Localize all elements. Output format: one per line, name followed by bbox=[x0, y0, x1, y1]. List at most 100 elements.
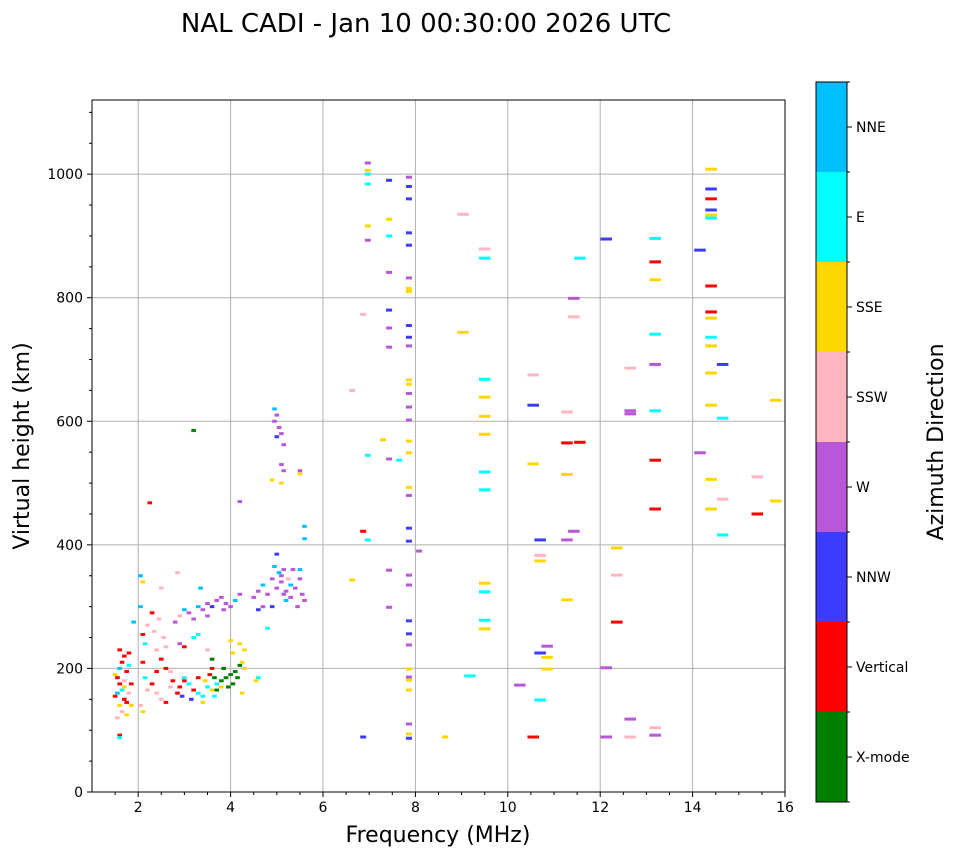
data-point-vertical bbox=[119, 660, 125, 664]
data-point-e bbox=[191, 636, 196, 640]
data-point-w bbox=[600, 735, 612, 739]
data-point-nnw bbox=[405, 324, 412, 328]
data-point-sse bbox=[478, 395, 491, 399]
data-point-vertical bbox=[126, 651, 132, 655]
data-point-ssw bbox=[119, 710, 125, 714]
data-point-sse bbox=[405, 688, 412, 692]
colorbar-swatch-ssw bbox=[816, 352, 847, 442]
data-point-vertical bbox=[182, 645, 187, 649]
data-point-ssw bbox=[457, 212, 469, 216]
data-point-ssw bbox=[205, 648, 210, 652]
data-point-nne bbox=[115, 691, 120, 695]
data-point-vertical bbox=[195, 676, 201, 680]
data-point-sse bbox=[209, 688, 215, 692]
data-point-nne bbox=[302, 537, 307, 541]
data-point-sse bbox=[269, 478, 275, 482]
data-point-sse bbox=[349, 578, 356, 582]
y-tick-label: 200 bbox=[56, 661, 83, 677]
data-point-vertical bbox=[649, 507, 661, 511]
data-point-sse bbox=[239, 660, 245, 664]
data-point-sse bbox=[478, 627, 491, 631]
data-point-nnw bbox=[179, 694, 185, 698]
data-point-ssw bbox=[534, 553, 546, 557]
data-point-nne bbox=[138, 574, 143, 578]
data-point-sse bbox=[561, 598, 573, 602]
data-point-ssw bbox=[649, 726, 661, 730]
data-point-ssw bbox=[138, 704, 143, 707]
data-point-vertical bbox=[124, 670, 129, 674]
data-point-w bbox=[302, 598, 307, 602]
data-point-nne bbox=[297, 568, 303, 572]
data-point-e bbox=[478, 377, 491, 381]
data-point-e bbox=[142, 642, 148, 646]
data-point-e bbox=[186, 682, 192, 686]
data-point-w bbox=[228, 605, 233, 609]
data-point-vertical bbox=[177, 685, 183, 689]
data-point-w bbox=[281, 568, 287, 572]
data-point-nne bbox=[272, 407, 277, 411]
data-point-w bbox=[405, 675, 412, 679]
y-tick-label: 0 bbox=[74, 785, 83, 801]
x-tick-label: 2 bbox=[134, 800, 143, 816]
data-point-ssw bbox=[168, 685, 173, 689]
data-point-sse bbox=[534, 559, 546, 563]
data-point-w bbox=[265, 592, 270, 596]
data-point-w bbox=[386, 345, 393, 349]
data-point-w bbox=[561, 538, 573, 542]
data-point-w bbox=[405, 405, 412, 409]
data-point-sse bbox=[405, 290, 412, 294]
data-point-sse bbox=[128, 704, 134, 707]
data-point-sse bbox=[527, 462, 539, 466]
y-tick-label: 800 bbox=[56, 291, 83, 307]
data-point-w bbox=[281, 443, 287, 447]
data-point-w bbox=[191, 617, 196, 621]
data-point-e bbox=[195, 632, 201, 636]
data-point-x-mode bbox=[230, 682, 236, 686]
data-point-w bbox=[600, 666, 612, 670]
data-point-vertical bbox=[122, 654, 127, 658]
data-point-vertical bbox=[751, 512, 764, 516]
data-point-ssw bbox=[716, 497, 729, 501]
data-point-sse bbox=[441, 735, 448, 739]
data-point-vertical bbox=[191, 688, 196, 692]
data-point-ssw bbox=[527, 373, 539, 377]
data-point-w bbox=[279, 574, 284, 578]
data-point-nne bbox=[272, 564, 277, 568]
data-point-vertical bbox=[207, 673, 213, 677]
colorbar-frame bbox=[815, 81, 848, 803]
data-point-e bbox=[478, 618, 491, 622]
data-point-ssw bbox=[349, 388, 356, 392]
data-point-w bbox=[405, 391, 412, 395]
data-point-w bbox=[364, 161, 371, 165]
data-point-x-mode bbox=[214, 688, 220, 692]
data-point-sse bbox=[405, 382, 412, 386]
data-point-sse bbox=[405, 667, 412, 671]
data-point-w bbox=[386, 270, 393, 274]
data-point-nnw bbox=[405, 632, 412, 636]
data-point-e bbox=[464, 674, 476, 678]
data-point-sse bbox=[405, 439, 412, 443]
data-point-nnw bbox=[405, 736, 412, 740]
data-point-w bbox=[405, 722, 412, 726]
data-point-w bbox=[281, 592, 287, 596]
data-point-e bbox=[200, 694, 206, 698]
data-point-w bbox=[386, 326, 393, 330]
data-point-sse bbox=[239, 691, 245, 695]
data-point-w bbox=[416, 549, 423, 553]
data-point-e bbox=[478, 470, 491, 474]
data-point-nnw bbox=[694, 248, 706, 252]
data-point-sse bbox=[242, 666, 247, 670]
data-point-ssw bbox=[168, 670, 173, 674]
data-point-w bbox=[205, 602, 210, 606]
y-tick-label: 600 bbox=[56, 414, 83, 430]
data-point-w bbox=[279, 432, 284, 436]
data-point-sse bbox=[705, 507, 717, 511]
x-tick-label: 10 bbox=[499, 800, 517, 816]
data-point-sse bbox=[705, 344, 717, 348]
data-point-x-mode bbox=[237, 663, 243, 667]
data-point-w bbox=[237, 592, 243, 596]
data-point-vertical bbox=[140, 660, 146, 664]
data-point-sse bbox=[279, 481, 284, 485]
data-point-nne bbox=[182, 608, 187, 612]
colorbar: X-mode Vertical NNW W SSW SSE E NNE bbox=[815, 81, 910, 803]
